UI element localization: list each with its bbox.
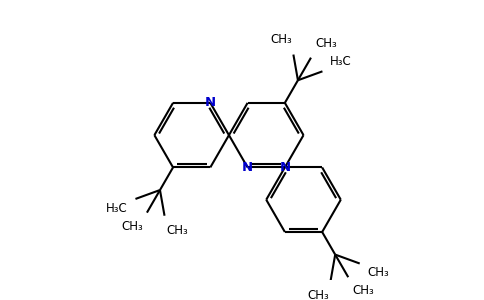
Text: H₃C: H₃C <box>106 202 128 215</box>
Text: N: N <box>242 161 253 174</box>
Text: N: N <box>279 161 290 174</box>
Text: CH₃: CH₃ <box>315 38 337 50</box>
Text: CH₃: CH₃ <box>270 33 292 46</box>
Text: CH₃: CH₃ <box>368 266 389 279</box>
Text: N: N <box>205 96 216 110</box>
Text: CH₃: CH₃ <box>121 220 143 233</box>
Text: CH₃: CH₃ <box>166 224 188 237</box>
Text: CH₃: CH₃ <box>307 289 329 300</box>
Text: H₃C: H₃C <box>330 56 352 68</box>
Text: CH₃: CH₃ <box>352 284 374 298</box>
